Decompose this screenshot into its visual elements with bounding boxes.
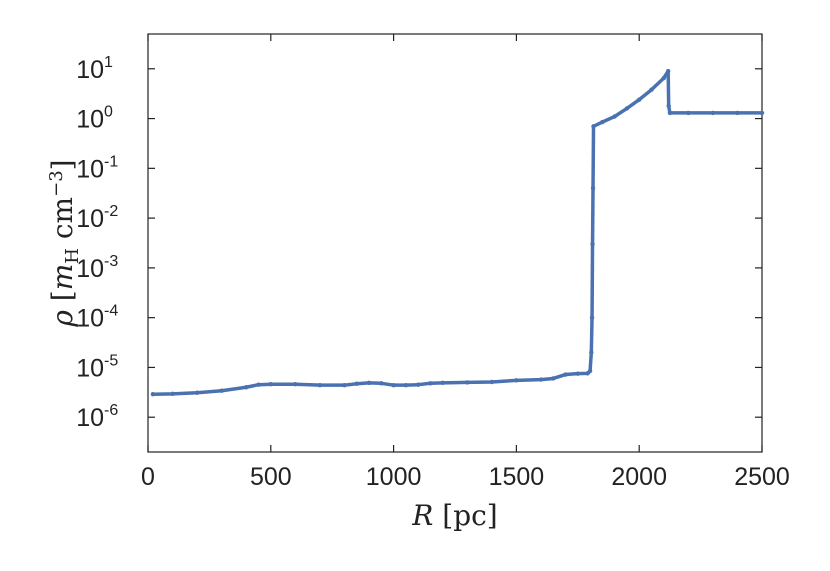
x-tick-label: 2000 [611,463,667,491]
y-axis-label: ρ [mH cm−3] [46,159,83,327]
y-tick-label-base: 10 [76,255,104,283]
data-point [735,110,740,116]
data-point [649,87,654,92]
data-point [403,382,409,388]
x-axis-label: R [pc] [411,499,497,532]
x-tick-label: 500 [250,463,292,491]
x-tick-label: 0 [141,463,155,491]
y-tick-label: 10 [76,106,104,134]
data-point [194,390,200,395]
data-point [538,377,544,382]
data-point [686,110,691,116]
data-point [244,385,249,390]
y-tick-label: 10 [76,155,104,183]
data-point [268,382,273,387]
x-tick-label: 2500 [734,463,790,491]
data-point [293,382,298,387]
data-point [600,119,605,125]
data-point [563,372,568,377]
data-point [624,106,630,111]
y-tick-label: 10 [76,56,104,84]
data-point [219,388,224,393]
data-point [667,110,673,116]
data-point [514,378,519,383]
data-point [575,371,580,376]
y-tick-label-base: 10 [76,155,104,183]
y-tick-label-base: 10 [76,106,104,134]
data-point [150,391,156,397]
data-point [665,68,671,74]
y-tick-label: 10 [76,255,104,283]
data-point [379,381,384,386]
data-point [440,380,445,386]
data-point [551,376,556,381]
data-point [354,381,359,386]
data-point [666,103,671,109]
y-tick-label-exponent: 0 [104,104,113,121]
y-tick-label-base: 10 [76,205,104,233]
data-point [366,380,372,386]
x-tick-label: 1500 [489,463,545,491]
y-tick-label-exponent: -3 [104,253,118,270]
data-point [710,110,716,116]
y-tick-label: 10 [76,404,104,432]
data-point [489,379,495,385]
x-tick-label: 1000 [366,463,422,491]
data-point [415,382,421,387]
data-point [428,381,433,386]
data-point [465,380,470,385]
x-axis-ticks: 0 500 1000 1500 2000 2500 [141,34,790,491]
data-point [661,75,666,81]
data-point [317,382,323,388]
data-point [342,382,347,388]
y-tick-label: 10 [76,305,104,333]
data-point [759,110,765,116]
y-tick-label: 10 [76,205,104,233]
y-tick-label-exponent: -6 [104,402,118,419]
data-point [391,382,396,388]
data-point [590,241,595,247]
data-point [256,382,261,387]
y-tick-label-base: 10 [76,354,104,382]
y-tick-label-exponent: -2 [104,203,118,220]
data-point [170,391,175,397]
data-point [589,350,594,355]
y-tick-label: 10 [76,354,104,382]
y-tick-label-exponent: -1 [104,153,118,170]
y-tick-label-exponent: 1 [104,54,113,71]
y-tick-label-base: 10 [76,305,104,333]
data-point [637,97,642,102]
y-tick-label-exponent: -4 [104,303,118,320]
y-tick-label-exponent: -5 [104,352,118,369]
data-point [589,315,595,320]
y-tick-label-base: 10 [76,56,104,84]
y-tick-label-base: 10 [76,404,104,432]
data-point [612,114,617,119]
data-point [587,368,593,374]
series-layer [150,68,765,397]
data-point [591,124,596,129]
data-point [590,185,596,191]
